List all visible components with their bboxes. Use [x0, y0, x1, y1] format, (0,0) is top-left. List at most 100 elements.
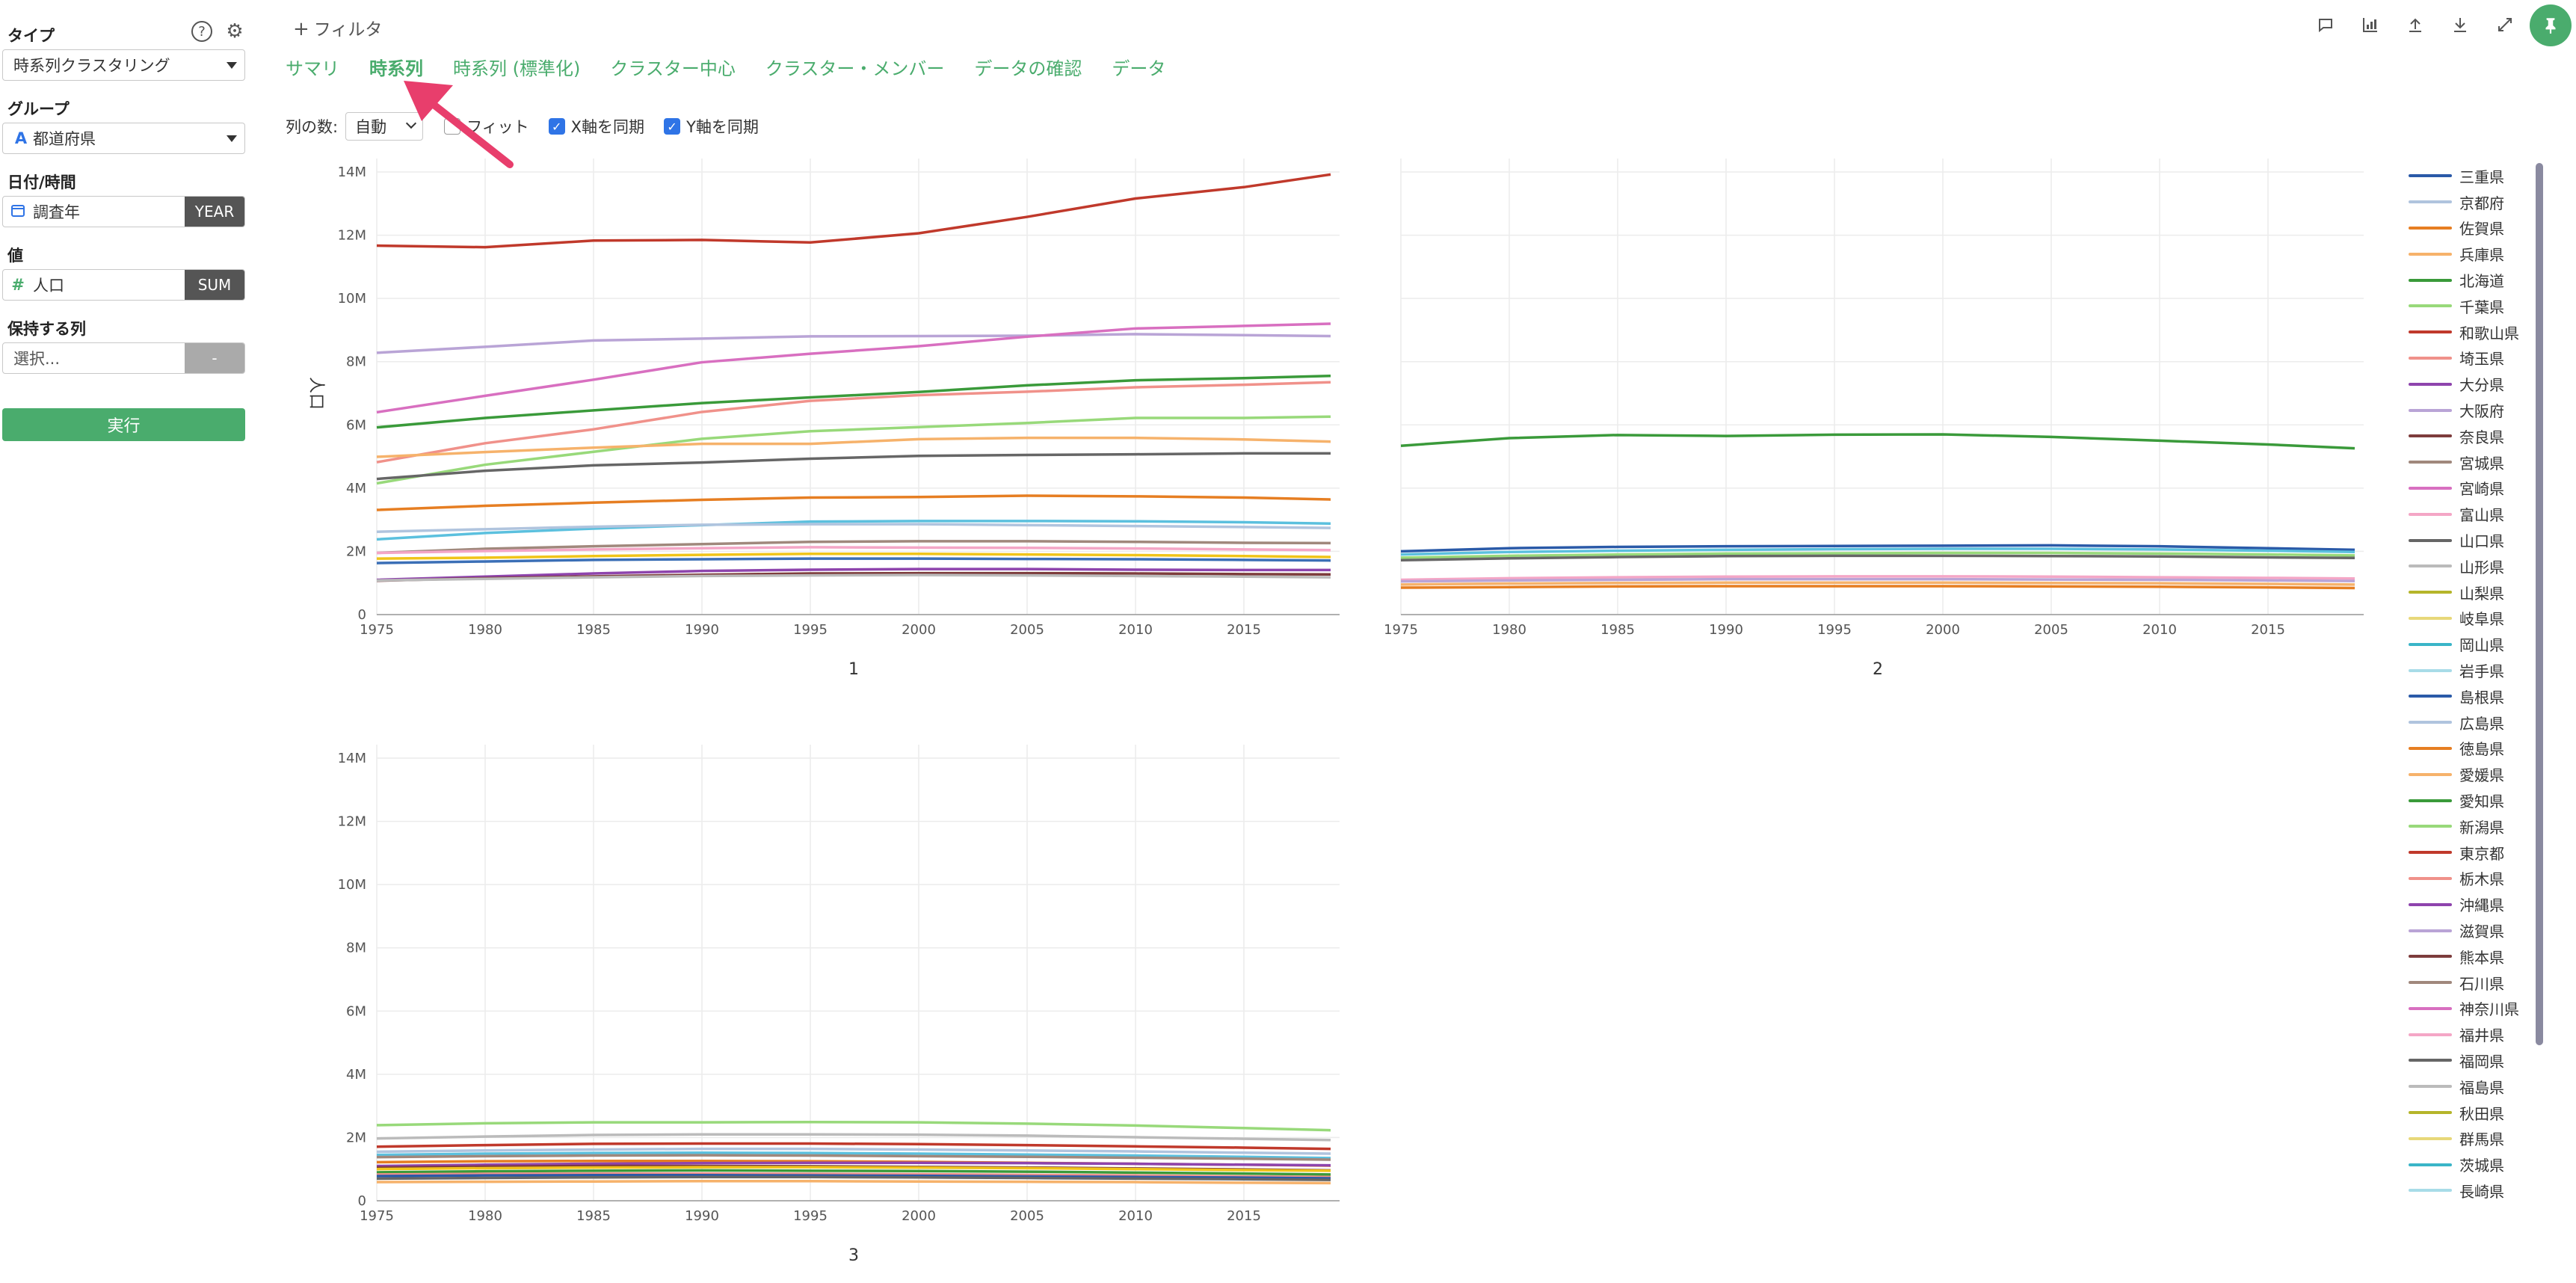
series-line[interactable]	[1400, 547, 2355, 556]
series-line[interactable]	[1400, 577, 2355, 583]
series-line[interactable]	[376, 1159, 1331, 1167]
sync-y-option[interactable]: ✓ Y軸を同期	[664, 115, 759, 138]
series-line[interactable]	[1400, 581, 2355, 586]
legend-item[interactable]: 岩手県	[2409, 657, 2536, 683]
aggregation-button[interactable]: SUM	[185, 270, 244, 300]
legend-item[interactable]: 和歌山県	[2409, 319, 2536, 345]
keep-columns-field[interactable]: 選択... -	[2, 342, 245, 374]
series-line[interactable]	[376, 1164, 1331, 1172]
legend-item[interactable]: 大阪府	[2409, 397, 2536, 423]
keep-columns-badge[interactable]: -	[185, 343, 244, 373]
legend-item[interactable]: 京都府	[2409, 189, 2536, 215]
upload-icon[interactable]	[2404, 13, 2426, 36]
series-line[interactable]	[1400, 433, 2355, 450]
legend-item[interactable]: 栃木県	[2409, 866, 2536, 892]
legend-item[interactable]: 広島県	[2409, 710, 2536, 736]
legend-item[interactable]: 秋田県	[2409, 1100, 2536, 1126]
series-line[interactable]	[376, 173, 1331, 249]
series-line[interactable]	[1400, 575, 2355, 582]
series-line[interactable]	[376, 1147, 1331, 1155]
series-line[interactable]	[376, 1173, 1331, 1180]
type-select[interactable]: 時系列クラスタリング	[2, 49, 245, 81]
series-line[interactable]	[376, 1166, 1331, 1172]
legend-item[interactable]: 島根県	[2409, 683, 2536, 710]
gear-icon[interactable]: ⚙	[226, 20, 244, 43]
legend-item[interactable]: 岡山県	[2409, 631, 2536, 657]
legend-item[interactable]: 神奈川県	[2409, 996, 2536, 1022]
sync-y-checkbox[interactable]: ✓	[664, 118, 681, 135]
legend-item[interactable]: 愛知県	[2409, 787, 2536, 813]
series-line[interactable]	[376, 1120, 1331, 1132]
pin-button[interactable]	[2530, 4, 2572, 46]
series-line[interactable]	[376, 1175, 1331, 1181]
legend-item[interactable]: 福島県	[2409, 1074, 2536, 1100]
datetime-field[interactable]: 調査年 YEAR	[2, 196, 245, 227]
series-line[interactable]	[376, 374, 1331, 429]
run-button[interactable]: 実行	[2, 408, 245, 441]
filter-button[interactable]: + フィルタ	[293, 15, 382, 40]
legend-item[interactable]: 富山県	[2409, 501, 2536, 527]
series-line[interactable]	[376, 1161, 1331, 1168]
legend-item[interactable]: 山形県	[2409, 553, 2536, 579]
comment-icon[interactable]	[2314, 13, 2337, 36]
tab-cluster-centers[interactable]: クラスター中心	[610, 58, 736, 79]
legend-item[interactable]: 熊本県	[2409, 944, 2536, 970]
series-line[interactable]	[376, 520, 1331, 541]
series-line[interactable]	[376, 452, 1331, 481]
legend-item[interactable]: 宮城県	[2409, 449, 2536, 476]
sync-x-checkbox[interactable]: ✓	[548, 118, 565, 135]
legend-item[interactable]: 山梨県	[2409, 579, 2536, 606]
series-line[interactable]	[376, 557, 1331, 564]
series-line[interactable]	[376, 381, 1331, 464]
series-line[interactable]	[376, 573, 1331, 582]
legend-item[interactable]: 兵庫県	[2409, 241, 2536, 267]
legend-item[interactable]: 山口県	[2409, 527, 2536, 553]
legend-item[interactable]: 奈良県	[2409, 423, 2536, 449]
legend-item[interactable]: 北海道	[2409, 267, 2536, 293]
legend-item[interactable]: 岐阜県	[2409, 606, 2536, 632]
tab-cluster-members[interactable]: クラスター・メンバー	[765, 58, 945, 79]
series-line[interactable]	[1400, 554, 2355, 562]
series-line[interactable]	[376, 322, 1331, 414]
legend-item[interactable]: 新潟県	[2409, 813, 2536, 840]
series-line[interactable]	[376, 546, 1331, 555]
legend-item[interactable]: 石川県	[2409, 970, 2536, 996]
legend-item[interactable]: 滋賀県	[2409, 917, 2536, 944]
series-line[interactable]	[376, 1172, 1331, 1179]
series-line[interactable]	[376, 1180, 1331, 1185]
tab-summary[interactable]: サマリ	[286, 58, 339, 79]
chart-icon[interactable]	[2359, 13, 2382, 36]
series-line[interactable]	[376, 1142, 1331, 1151]
series-line[interactable]	[1400, 551, 2355, 559]
fit-option[interactable]: フィット	[444, 115, 529, 138]
legend-item[interactable]: 宮崎県	[2409, 476, 2536, 502]
legend-scrollbar[interactable]	[2536, 163, 2543, 1045]
series-line[interactable]	[376, 1169, 1331, 1176]
series-line[interactable]	[376, 571, 1331, 582]
series-line[interactable]	[1400, 585, 2355, 590]
legend-item[interactable]: 佐賀県	[2409, 215, 2536, 241]
legend-item[interactable]: 群馬県	[2409, 1125, 2536, 1151]
series-line[interactable]	[376, 567, 1331, 582]
legend-item[interactable]: 福井県	[2409, 1021, 2536, 1047]
series-line[interactable]	[376, 494, 1331, 511]
series-line[interactable]	[376, 523, 1331, 533]
sync-x-option[interactable]: ✓ X軸を同期	[548, 115, 644, 138]
tab-data-check[interactable]: データの確認	[974, 58, 1082, 79]
group-select[interactable]: A 都道府県	[2, 123, 245, 154]
series-line[interactable]	[376, 1151, 1331, 1160]
tab-timeseries-standardized[interactable]: 時系列 (標準化)	[453, 58, 581, 79]
download-icon[interactable]	[2449, 13, 2471, 36]
series-line[interactable]	[376, 540, 1331, 555]
legend-item[interactable]: 徳島県	[2409, 736, 2536, 762]
series-line[interactable]	[376, 553, 1331, 560]
series-line[interactable]	[376, 415, 1331, 485]
series-line[interactable]	[376, 1154, 1331, 1161]
columns-select[interactable]: 自動	[345, 112, 424, 141]
tab-data[interactable]: データ	[1112, 58, 1166, 79]
legend-item[interactable]: 三重県	[2409, 163, 2536, 189]
legend-item[interactable]: 大分県	[2409, 371, 2536, 397]
legend-item[interactable]: 茨城県	[2409, 1151, 2536, 1178]
series-line[interactable]	[376, 333, 1331, 354]
help-icon[interactable]: ?	[191, 21, 212, 42]
